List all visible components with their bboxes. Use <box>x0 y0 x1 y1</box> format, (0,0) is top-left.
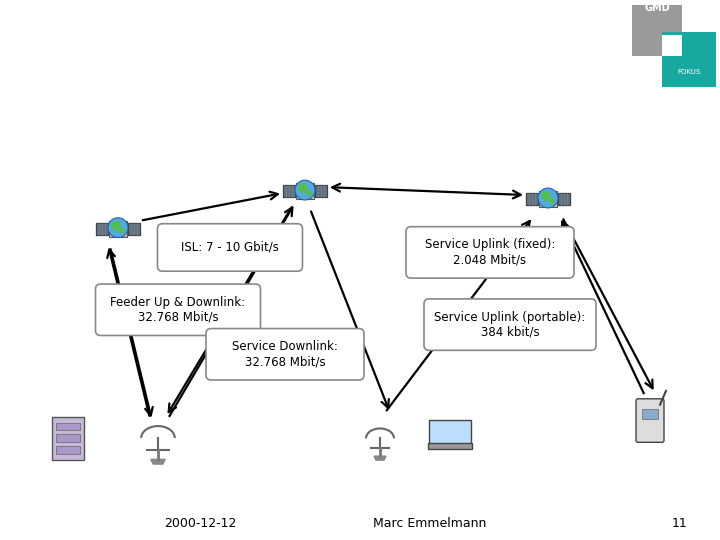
Text: Bit Rates: Bit Rates <box>210 30 395 64</box>
Text: FOKUS: FOKUS <box>677 69 700 75</box>
Polygon shape <box>315 185 327 197</box>
Text: Service Downlink:
32.768 Mbit/s: Service Downlink: 32.768 Mbit/s <box>232 340 338 368</box>
Text: ISL: 7 - 10 Gbit/s: ISL: 7 - 10 Gbit/s <box>181 241 279 254</box>
Circle shape <box>306 190 312 196</box>
FancyBboxPatch shape <box>428 443 472 449</box>
Circle shape <box>108 218 128 238</box>
Polygon shape <box>283 185 295 197</box>
FancyBboxPatch shape <box>632 5 683 56</box>
Circle shape <box>541 191 551 201</box>
Text: Feeder Up & Downlink:
32.768 Mbit/s: Feeder Up & Downlink: 32.768 Mbit/s <box>110 296 246 324</box>
Polygon shape <box>96 222 108 234</box>
Text: Marc Emmelmann: Marc Emmelmann <box>373 517 487 530</box>
FancyBboxPatch shape <box>406 227 574 278</box>
FancyBboxPatch shape <box>109 221 127 237</box>
Text: GMD: GMD <box>644 3 670 13</box>
FancyBboxPatch shape <box>56 434 80 442</box>
FancyBboxPatch shape <box>56 422 80 430</box>
Circle shape <box>549 198 555 204</box>
FancyBboxPatch shape <box>96 284 261 335</box>
Polygon shape <box>526 193 538 205</box>
Text: 11: 11 <box>672 517 688 530</box>
Circle shape <box>298 183 308 193</box>
Circle shape <box>538 188 558 208</box>
FancyBboxPatch shape <box>52 416 84 460</box>
Text: Service Uplink (portable):
384 kbit/s: Service Uplink (portable): 384 kbit/s <box>434 310 585 339</box>
FancyBboxPatch shape <box>636 399 664 442</box>
Polygon shape <box>558 193 570 205</box>
FancyBboxPatch shape <box>56 446 80 454</box>
Circle shape <box>295 180 315 200</box>
FancyBboxPatch shape <box>642 409 658 419</box>
Polygon shape <box>374 456 386 460</box>
Polygon shape <box>128 222 140 234</box>
FancyBboxPatch shape <box>424 299 596 350</box>
FancyBboxPatch shape <box>662 32 716 86</box>
FancyBboxPatch shape <box>206 328 364 380</box>
Text: 2000-12-12: 2000-12-12 <box>164 517 236 530</box>
FancyBboxPatch shape <box>429 420 471 446</box>
FancyBboxPatch shape <box>539 191 557 207</box>
Text: Service Uplink (fixed):
2.048 Mbit/s: Service Uplink (fixed): 2.048 Mbit/s <box>425 238 555 266</box>
FancyBboxPatch shape <box>296 183 314 199</box>
FancyBboxPatch shape <box>158 224 302 271</box>
FancyBboxPatch shape <box>662 35 683 56</box>
Circle shape <box>119 228 125 234</box>
Polygon shape <box>150 460 165 464</box>
Circle shape <box>111 221 121 231</box>
